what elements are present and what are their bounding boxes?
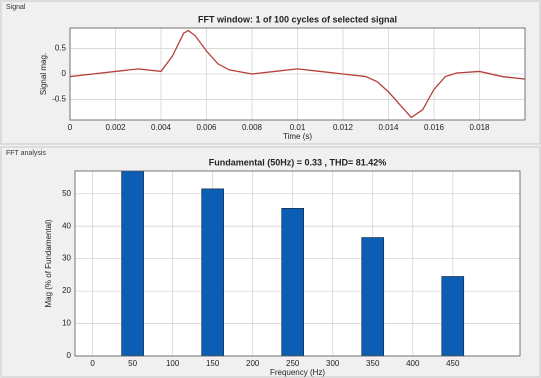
x-tick-label: 0.01 <box>290 123 306 132</box>
y-tick-label: 0 <box>67 351 72 360</box>
plot-frame <box>74 170 521 357</box>
chart-title: FFT window: 1 of 100 cycles of selected … <box>198 14 397 24</box>
x-tick-label: 250 <box>286 359 300 368</box>
x-tick-label: 0.006 <box>196 123 217 132</box>
panel-title: FFT analysis <box>6 150 46 157</box>
chart-title: Fundamental (50Hz) = 0.33 , THD= 81.42% <box>209 157 387 167</box>
y-tick-label: 0.5 <box>55 44 67 53</box>
x-axis-label: Time (s) <box>283 132 312 141</box>
x-tick-label: 50 <box>128 359 137 368</box>
bar <box>441 276 465 356</box>
y-tick-label: 30 <box>62 254 71 263</box>
y-tick-label: -0.5 <box>52 95 66 104</box>
bar <box>281 208 304 356</box>
x-tick-label: 0.016 <box>424 123 445 132</box>
plot-frame <box>69 27 526 121</box>
x-tick-label: 0.002 <box>105 123 126 132</box>
x-tick-label: 150 <box>206 359 220 368</box>
x-tick-label: 0 <box>68 123 73 132</box>
y-axis-label: Mag (% of Fundamental) <box>44 219 53 307</box>
x-tick-label: 0.004 <box>151 123 172 132</box>
y-tick-label: 0 <box>62 69 67 78</box>
bar <box>201 188 224 356</box>
y-tick-label: 20 <box>62 286 71 295</box>
y-tick-label: 10 <box>62 319 71 328</box>
x-tick-label: 0 <box>90 359 95 368</box>
x-tick-label: 400 <box>406 359 420 368</box>
x-tick-label: 0.008 <box>242 123 263 132</box>
x-tick-label: 350 <box>366 359 380 368</box>
x-tick-label: 200 <box>246 359 260 368</box>
panel-title: Signal <box>6 4 26 11</box>
x-tick-label: 100 <box>166 359 180 368</box>
x-tick-label: 450 <box>446 359 460 368</box>
y-axis-label: Signal mag. <box>39 53 48 95</box>
x-tick-label: 0.014 <box>378 123 399 132</box>
x-tick-label: 300 <box>326 359 340 368</box>
y-tick-label: 50 <box>62 189 71 198</box>
bar <box>361 237 385 356</box>
x-axis-label: Frequency (Hz) <box>270 368 325 377</box>
x-tick-label: 0.012 <box>333 123 354 132</box>
signal-line <box>70 29 525 119</box>
y-tick-label: 40 <box>62 221 71 230</box>
x-tick-label: 0.018 <box>469 123 490 132</box>
